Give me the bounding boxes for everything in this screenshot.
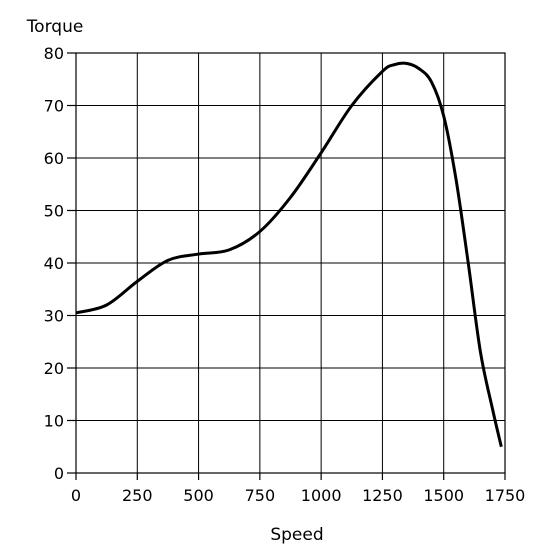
ticks: 0 250 500 750 1000 1250 1500 1750 0 10 20 30 40 50 60 7… (44, 44, 526, 505)
y-tick-label-40: 40 (44, 254, 64, 273)
x-tick-label-1000: 1000 (301, 486, 342, 505)
y-tick-label-60: 60 (44, 149, 64, 168)
y-tick-label-10: 10 (44, 412, 64, 431)
x-tick-label-0: 0 (71, 486, 81, 505)
x-tick-label-1750: 1750 (485, 486, 526, 505)
y-tick-label-80: 80 (44, 44, 64, 63)
y-tick-label-20: 20 (44, 359, 64, 378)
series (75, 61, 503, 448)
y-axis-title: Torque (26, 17, 84, 37)
y-tick-label-0: 0 (54, 464, 64, 483)
y-tick-label-70: 70 (44, 97, 64, 116)
y-tick-label-30: 30 (44, 307, 64, 326)
x-axis-title: Speed (270, 525, 323, 545)
x-tick-label-250: 250 (122, 486, 153, 505)
x-tick-label-500: 500 (183, 486, 214, 505)
x-tick-label-750: 750 (245, 486, 276, 505)
x-tick-label-1500: 1500 (423, 486, 464, 505)
series-line-0 (75, 61, 503, 448)
grid (75, 52, 506, 474)
x-tick-label-1250: 1250 (362, 486, 403, 505)
y-tick-label-50: 50 (44, 202, 64, 221)
